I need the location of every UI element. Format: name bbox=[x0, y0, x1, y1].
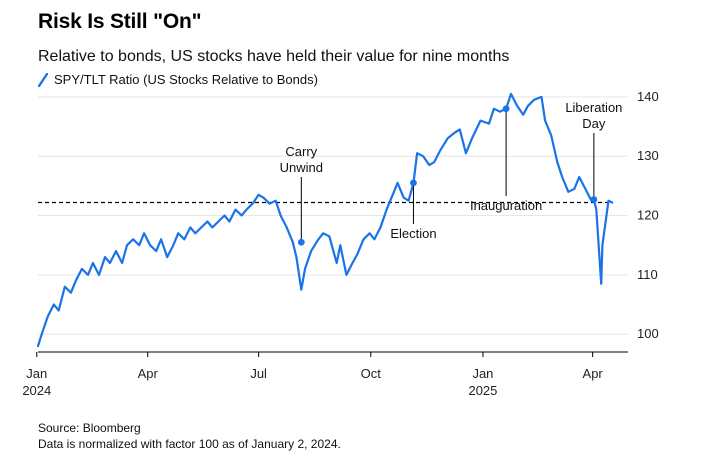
x-tick-label: Oct bbox=[361, 366, 382, 381]
normalization-note: Data is normalized with factor 100 as of… bbox=[38, 437, 341, 451]
annotation-label-line: Unwind bbox=[280, 160, 323, 175]
annotation-label: Carry Unwind bbox=[280, 144, 323, 175]
annotation-marker bbox=[590, 196, 598, 203]
y-tick-label: 120 bbox=[637, 208, 659, 223]
x-tick-label: Jul bbox=[250, 366, 267, 381]
y-tick-label: 130 bbox=[637, 148, 659, 163]
x-tick-label: Apr bbox=[583, 366, 604, 381]
annotation-label: Election bbox=[390, 226, 436, 241]
annotation-label-line: Carry bbox=[285, 144, 317, 159]
annotation-label-line: Day bbox=[582, 116, 606, 131]
annotation-marker bbox=[410, 179, 417, 187]
x-tick-label: Apr bbox=[138, 366, 159, 381]
annotation-marker bbox=[502, 105, 510, 113]
source-note: Source: Bloomberg bbox=[38, 421, 141, 435]
legend-label: SPY/TLT Ratio (US Stocks Relative to Bon… bbox=[54, 72, 318, 87]
x-tick-year-label: 2024 bbox=[22, 383, 51, 398]
legend-swatch-icon bbox=[37, 72, 49, 87]
y-tick-label: 110 bbox=[637, 267, 658, 282]
y-tick-label: 100 bbox=[637, 326, 659, 341]
y-tick-label: 140 bbox=[637, 89, 659, 104]
chart-subtitle: Relative to bonds, US stocks have held t… bbox=[38, 48, 510, 65]
annotation-label-line: Inauguration bbox=[470, 198, 542, 213]
annotation-label: Liberation Day bbox=[565, 100, 622, 131]
legend: SPY/TLT Ratio (US Stocks Relative to Bon… bbox=[37, 72, 318, 87]
x-tick-label: Jan bbox=[472, 366, 493, 381]
x-tick-year-label: 2025 bbox=[468, 383, 497, 398]
annotation-marker bbox=[297, 238, 305, 246]
annotation-label-line: Liberation bbox=[565, 100, 622, 115]
annotation-label-line: Election bbox=[390, 226, 436, 241]
annotation-label: Inauguration bbox=[470, 198, 542, 213]
series-line bbox=[36, 92, 614, 348]
x-tick-label: Jan bbox=[26, 366, 47, 381]
chart-title: Risk Is Still "On" bbox=[38, 10, 202, 33]
